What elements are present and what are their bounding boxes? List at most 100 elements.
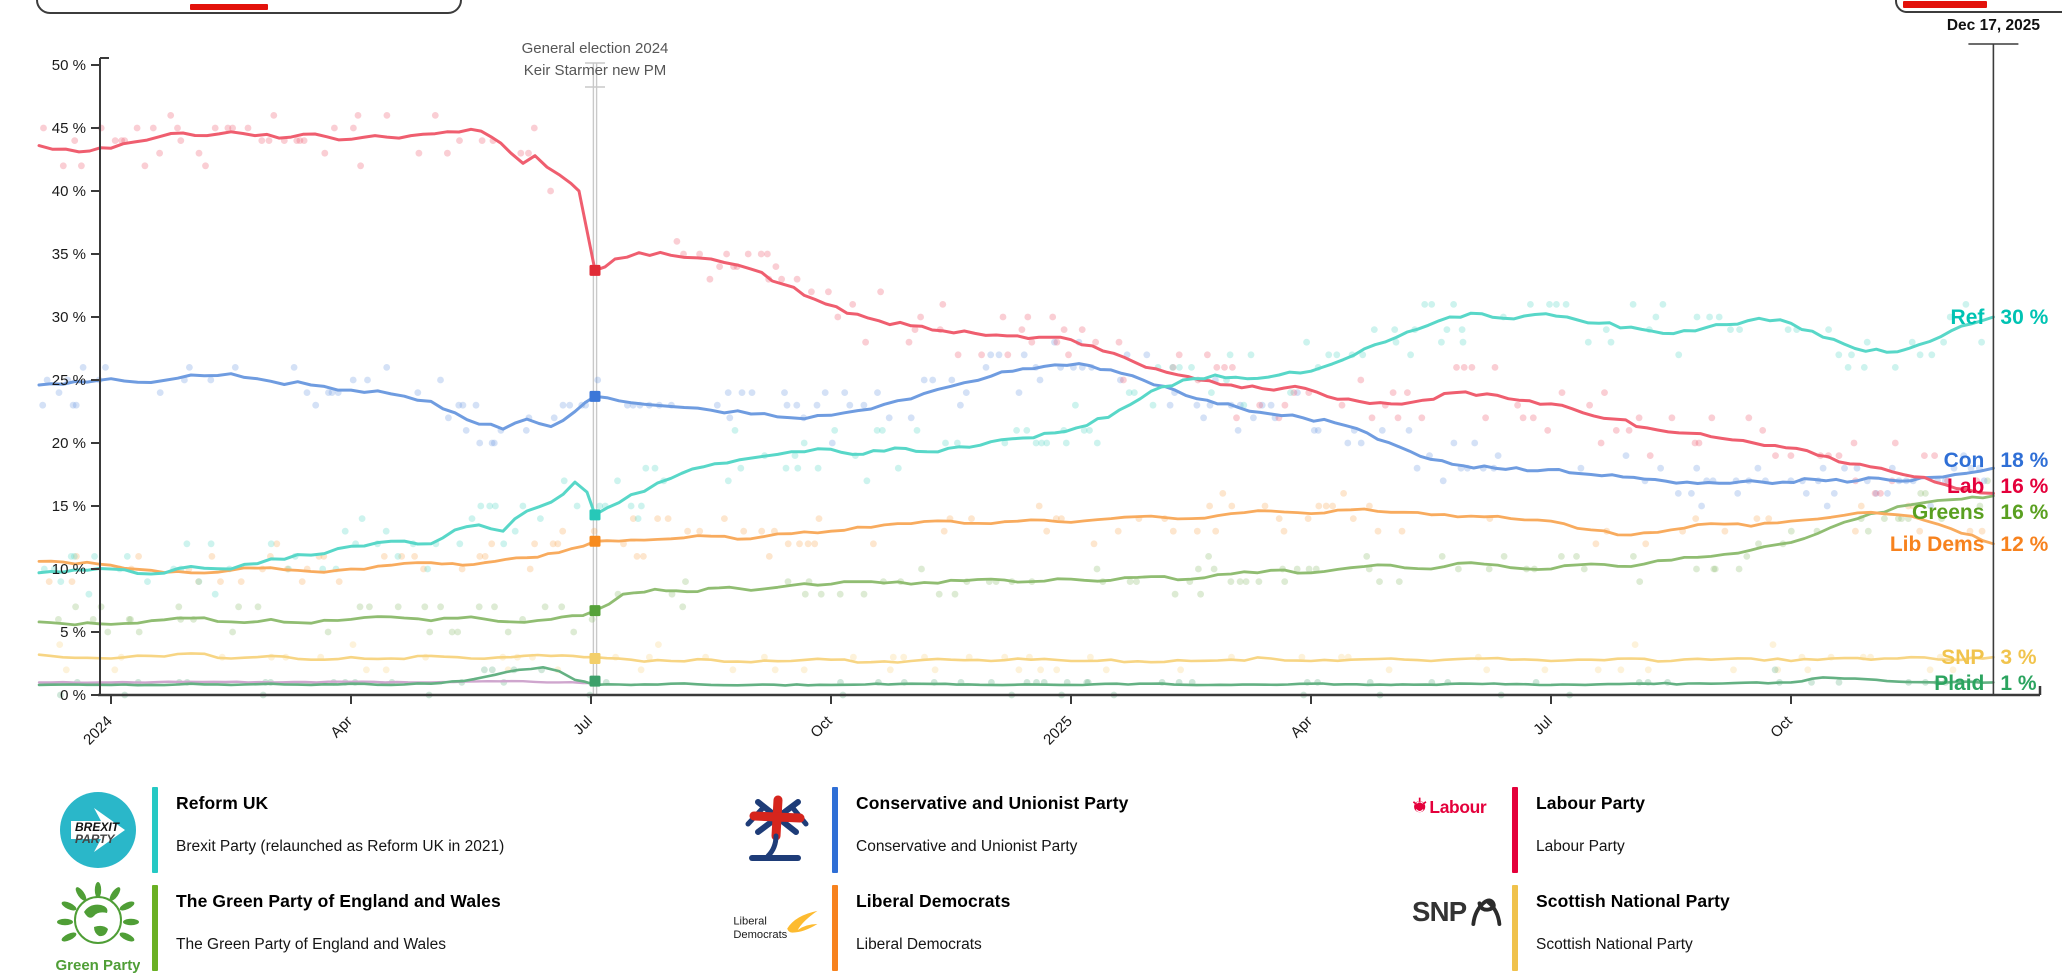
date-cursor-label: Dec 17, 2025 (1947, 17, 2040, 34)
y-tick-label: 35 % (52, 246, 86, 263)
election-result-marker-snp (589, 652, 601, 664)
x-tick-label: Jul (570, 713, 596, 739)
legend-subtitle: Labour Party (1536, 838, 1625, 855)
end-label-value-libdem: 12 % (2000, 533, 2048, 556)
election-annotation: General election 2024 Keir Starmer new PM (522, 40, 669, 79)
legend-color-bar (1512, 787, 1518, 873)
end-label-value-lab: 16 % (2000, 475, 2048, 498)
end-label-name-plaid: Plaid (1934, 672, 1984, 695)
legend-subtitle: Conservative and Unionist Party (856, 838, 1078, 855)
election-result-marker-reform (589, 509, 601, 521)
trend-line-snp (37, 652, 1995, 664)
y-tick-label: 50 % (52, 57, 86, 74)
brexit-party-logo: BREXIT PARTY (52, 786, 144, 874)
trend-line-plaid (37, 666, 1995, 687)
labour-wordmark-graphic: Labour (1412, 797, 1487, 817)
y-tick-label: 40 % (52, 183, 86, 200)
legend-entry-green-party[interactable]: Green Party The Green Party of England a… (52, 882, 692, 974)
legend-entry-conservative[interactable]: Conservative and Unionist Party Conserva… (732, 786, 1372, 874)
svg-text:PARTY: PARTY (75, 832, 116, 846)
snp-logo: SNP (1412, 884, 1504, 972)
green-party-logo: Green Party (52, 882, 144, 974)
x-tick-label: Oct (1767, 712, 1796, 741)
svg-text:SNP: SNP (1412, 896, 1467, 927)
x-tick-label: Oct (807, 712, 836, 741)
y-tick-label: 30 % (52, 309, 86, 326)
svg-text:Keir Starmer new PM: Keir Starmer new PM (524, 62, 667, 79)
y-tick-label: 20 % (52, 435, 86, 452)
end-label-name-greens: Greens (1912, 501, 1984, 524)
election-result-marker-lab (589, 264, 601, 276)
election-marker-line (585, 62, 605, 695)
legend-color-bar (832, 787, 838, 873)
svg-text:Democrats: Democrats (733, 929, 787, 941)
legend-title: Conservative and Unionist Party (856, 793, 1129, 813)
svg-text:Liberal: Liberal (733, 916, 767, 928)
legend-color-bar (832, 885, 838, 971)
legend-title: Liberal Democrats (856, 891, 1011, 911)
svg-text:BREXIT: BREXIT (75, 820, 121, 834)
legend-subtitle: Brexit Party (relaunched as Reform UK in… (176, 838, 505, 855)
legend-subtitle: Scottish National Party (1536, 936, 1693, 953)
legend-title: The Green Party of England and Wales (176, 891, 501, 911)
election-result-marker-greens (589, 605, 601, 617)
y-tick-label: 0 % (60, 687, 86, 704)
toolbar-fragment-right[interactable] (1895, 0, 2062, 13)
toolbar-red-indicator (1903, 1, 1987, 8)
legend-title: Labour Party (1536, 793, 1646, 813)
legend-color-bar (1512, 885, 1518, 971)
x-tick-label: 2025 (1040, 713, 1076, 749)
svg-text:General election 2024: General election 2024 (522, 40, 669, 57)
trend-line-greens (37, 494, 1995, 627)
legend-entry-labour[interactable]: Labour Labour Party Labour Party (1412, 786, 2052, 874)
svg-text:Green Party: Green Party (56, 957, 140, 974)
libdem-bird-graphic: Liberal Democrats (733, 910, 818, 941)
poll-scatter-dots (39, 112, 1991, 699)
date-cursor[interactable]: Dec 17, 2025 (1947, 17, 2040, 695)
end-label-name-reform: Ref (1951, 306, 1986, 329)
labour-party-logo: Labour (1412, 786, 1504, 874)
y-tick-label: 25 % (52, 372, 86, 389)
series-end-labels: Ref 30 % Con 18 % Lab 16 % Greens 16 % Lib Dems 1… (1890, 306, 2049, 695)
x-tick-label: Apr (1287, 713, 1316, 742)
trend-line-reform (37, 311, 1995, 576)
legend-entry-liberal-democrats[interactable]: Liberal Democrats Liberal Democrats Libe… (732, 884, 1372, 972)
legend-entry-snp[interactable]: SNP Scottish National Party Scottish Nat… (1412, 884, 2052, 972)
conservative-party-logo (732, 786, 824, 874)
trend-line-libdem (37, 507, 1995, 575)
election-result-markers (589, 264, 601, 687)
x-tick-label: Apr (327, 713, 356, 742)
y-tick-label: 10 % (52, 561, 86, 578)
trend-line-other (37, 679, 597, 685)
trend-line-lab (37, 127, 1995, 495)
legend-subtitle: Liberal Democrats (856, 936, 982, 953)
trend-line-con (37, 362, 1995, 485)
green-party-globe-graphic: Green Party (56, 882, 140, 974)
brexit-party-logo-graphic: BREXIT PARTY (60, 792, 136, 868)
end-label-name-con: Con (1944, 449, 1985, 472)
election-result-marker-libdem (589, 535, 601, 547)
legend-color-bar (152, 885, 158, 971)
conservative-tree-logo-graphic (745, 795, 809, 861)
svg-text:Labour: Labour (1429, 797, 1486, 817)
legend-entry-reform-uk[interactable]: BREXIT PARTY Reform UK Brexit Party (rel… (52, 786, 692, 874)
legend-title: Scottish National Party (1536, 891, 1730, 911)
end-label-name-libdem: Lib Dems (1890, 533, 1985, 556)
y-tick-label: 45 % (52, 120, 86, 137)
end-label-value-snp: 3 % (2000, 646, 2037, 669)
y-tick-label: 5 % (60, 624, 86, 641)
end-label-name-snp: SNP (1941, 646, 1984, 669)
polling-trend-chart[interactable]: General election 2024 Keir Starmer new PM… (0, 0, 2062, 768)
liberal-democrats-logo: Liberal Democrats (732, 884, 824, 972)
election-result-marker-con (589, 390, 601, 402)
x-tick-label: Jul (1530, 713, 1556, 739)
end-label-value-reform: 30 % (2000, 306, 2048, 329)
end-label-value-greens: 16 % (2000, 501, 2048, 524)
election-result-marker-plaid (589, 675, 601, 687)
legend-title: Reform UK (176, 793, 269, 813)
x-tick-label: 2024 (80, 713, 116, 749)
end-label-value-plaid: 1 % (2000, 672, 2037, 695)
end-label-name-lab: Lab (1947, 475, 1984, 498)
snp-thistle-graphic: SNP (1412, 896, 1502, 927)
